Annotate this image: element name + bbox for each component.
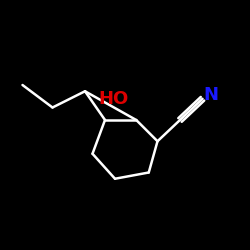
- Text: N: N: [204, 86, 219, 104]
- Text: HO: HO: [98, 90, 129, 108]
